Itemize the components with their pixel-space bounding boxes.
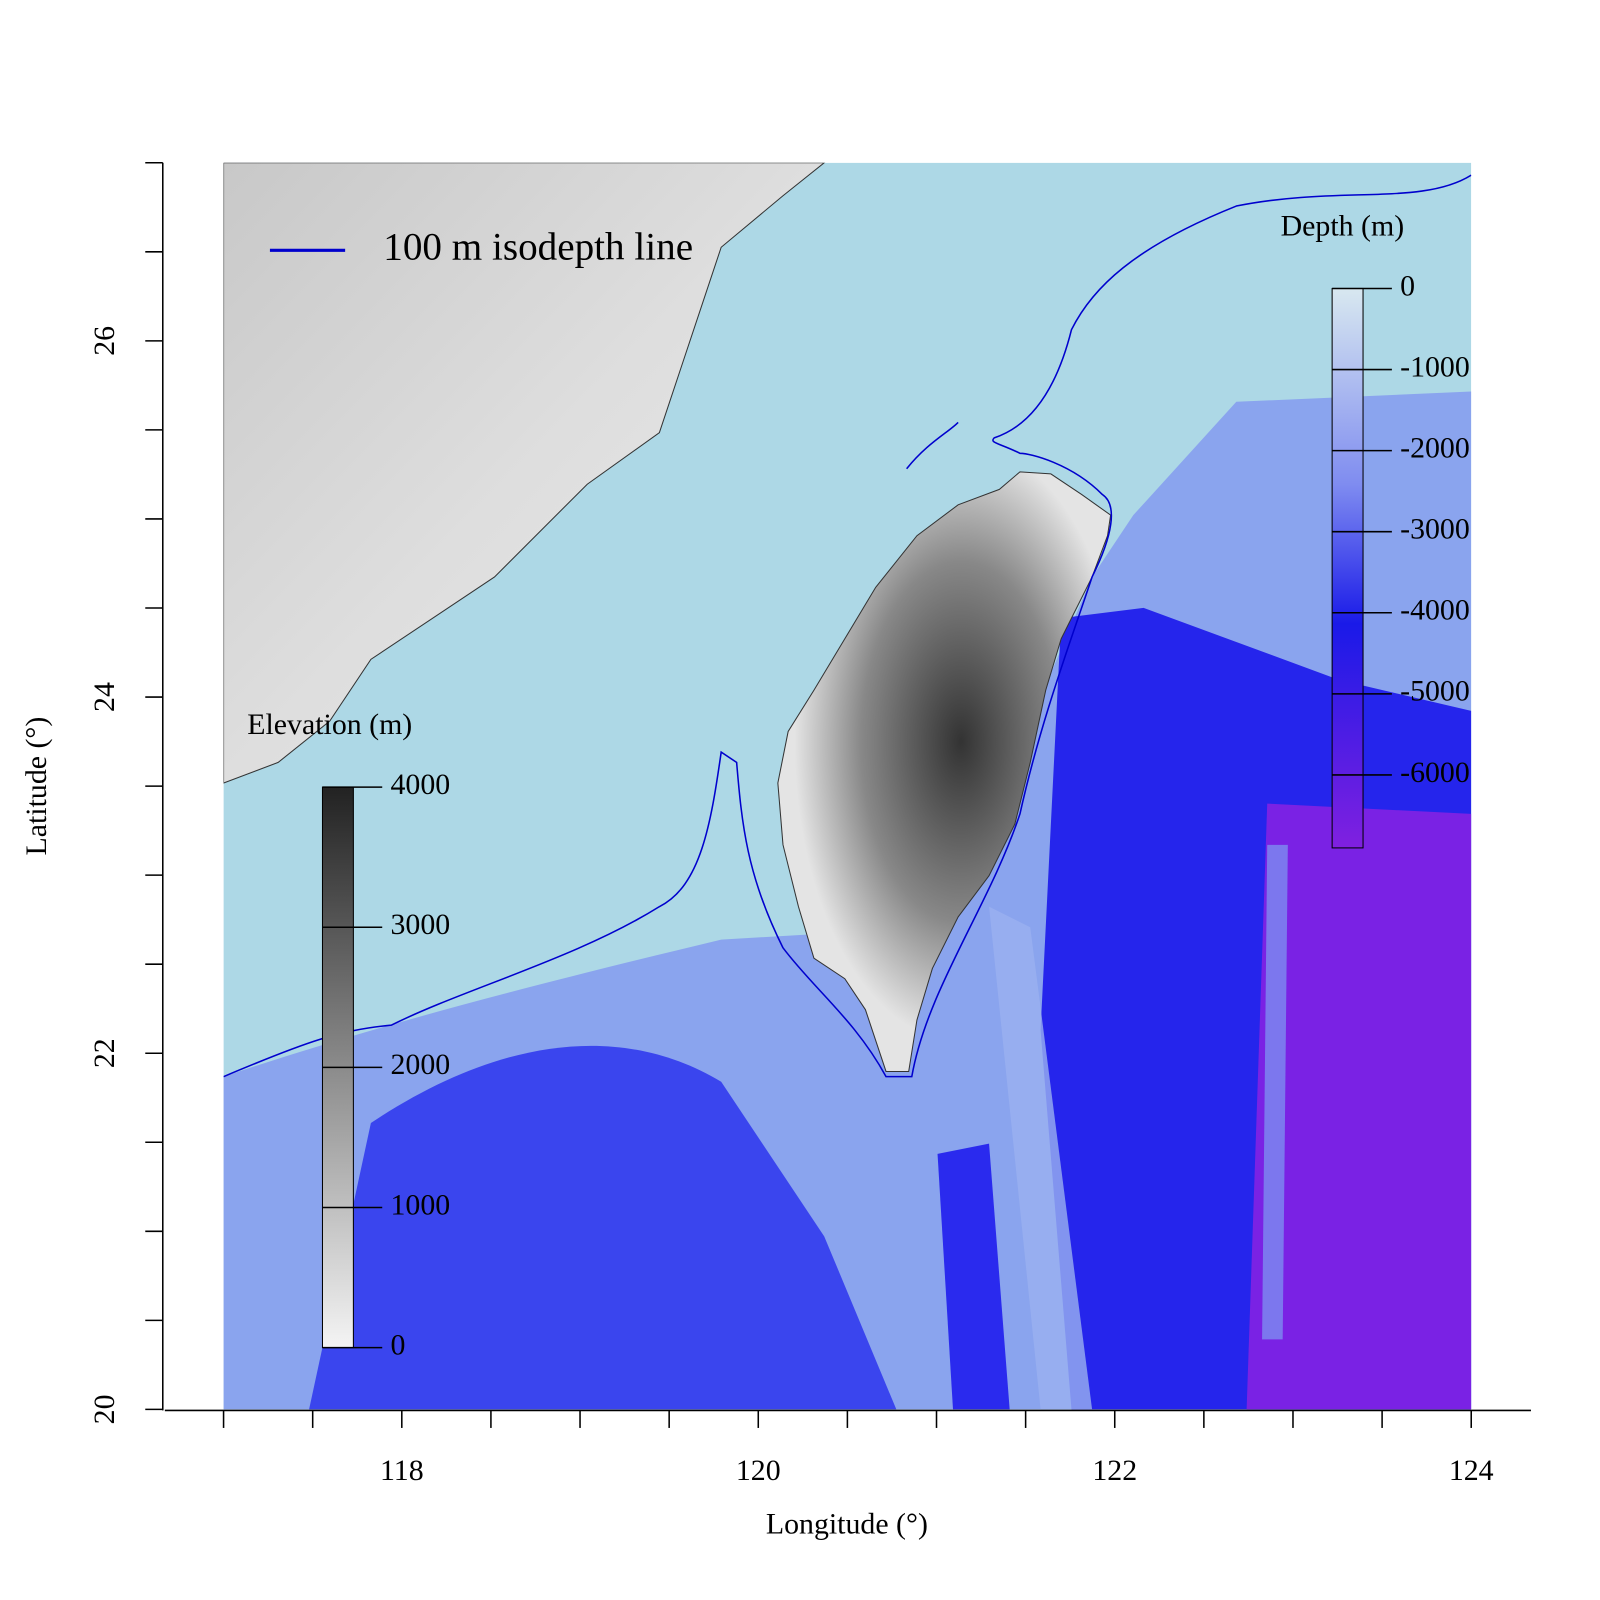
depth-bar-tick-label: -6000 xyxy=(1400,756,1470,789)
y-axis-label: Latitude (°) xyxy=(20,717,53,856)
y-tick-label: 22 xyxy=(88,1038,121,1068)
map-raster xyxy=(223,162,1472,1410)
y-tick-label: 20 xyxy=(88,1394,121,1424)
depth-bar-tick-label: -1000 xyxy=(1400,350,1470,383)
depth-bar-tick-label: -3000 xyxy=(1400,513,1470,546)
depth-bar-tick-label: -4000 xyxy=(1400,594,1470,627)
x-tick-label: 120 xyxy=(736,1454,781,1487)
x-tick-label: 122 xyxy=(1092,1454,1137,1487)
legend-label: 100 m isodepth line xyxy=(383,225,693,268)
elevation-bar-tick-label: 0 xyxy=(390,1328,405,1361)
elevation-bar-tick-label: 4000 xyxy=(390,768,450,801)
elevation-bar-tick-label: 2000 xyxy=(390,1048,450,1081)
elevation-bar-tick-label: 1000 xyxy=(390,1188,450,1221)
depth-bar-tick-label: 0 xyxy=(1400,269,1415,302)
x-tick-label: 124 xyxy=(1449,1454,1494,1487)
x-axis-label: Longitude (°) xyxy=(766,1508,928,1541)
depth-bar-tick-label: -2000 xyxy=(1400,431,1470,464)
elevation-bar-tick-label: 3000 xyxy=(390,908,450,941)
depth-bar-tick-label: -5000 xyxy=(1400,675,1470,708)
depth-bar xyxy=(1331,287,1364,849)
depth-bar-title: Depth (m) xyxy=(1281,210,1405,243)
x-tick-label: 118 xyxy=(380,1454,424,1487)
y-tick-label: 24 xyxy=(88,682,121,712)
y-tick-label: 26 xyxy=(88,326,121,356)
elevation-bar-title: Elevation (m) xyxy=(247,708,412,741)
